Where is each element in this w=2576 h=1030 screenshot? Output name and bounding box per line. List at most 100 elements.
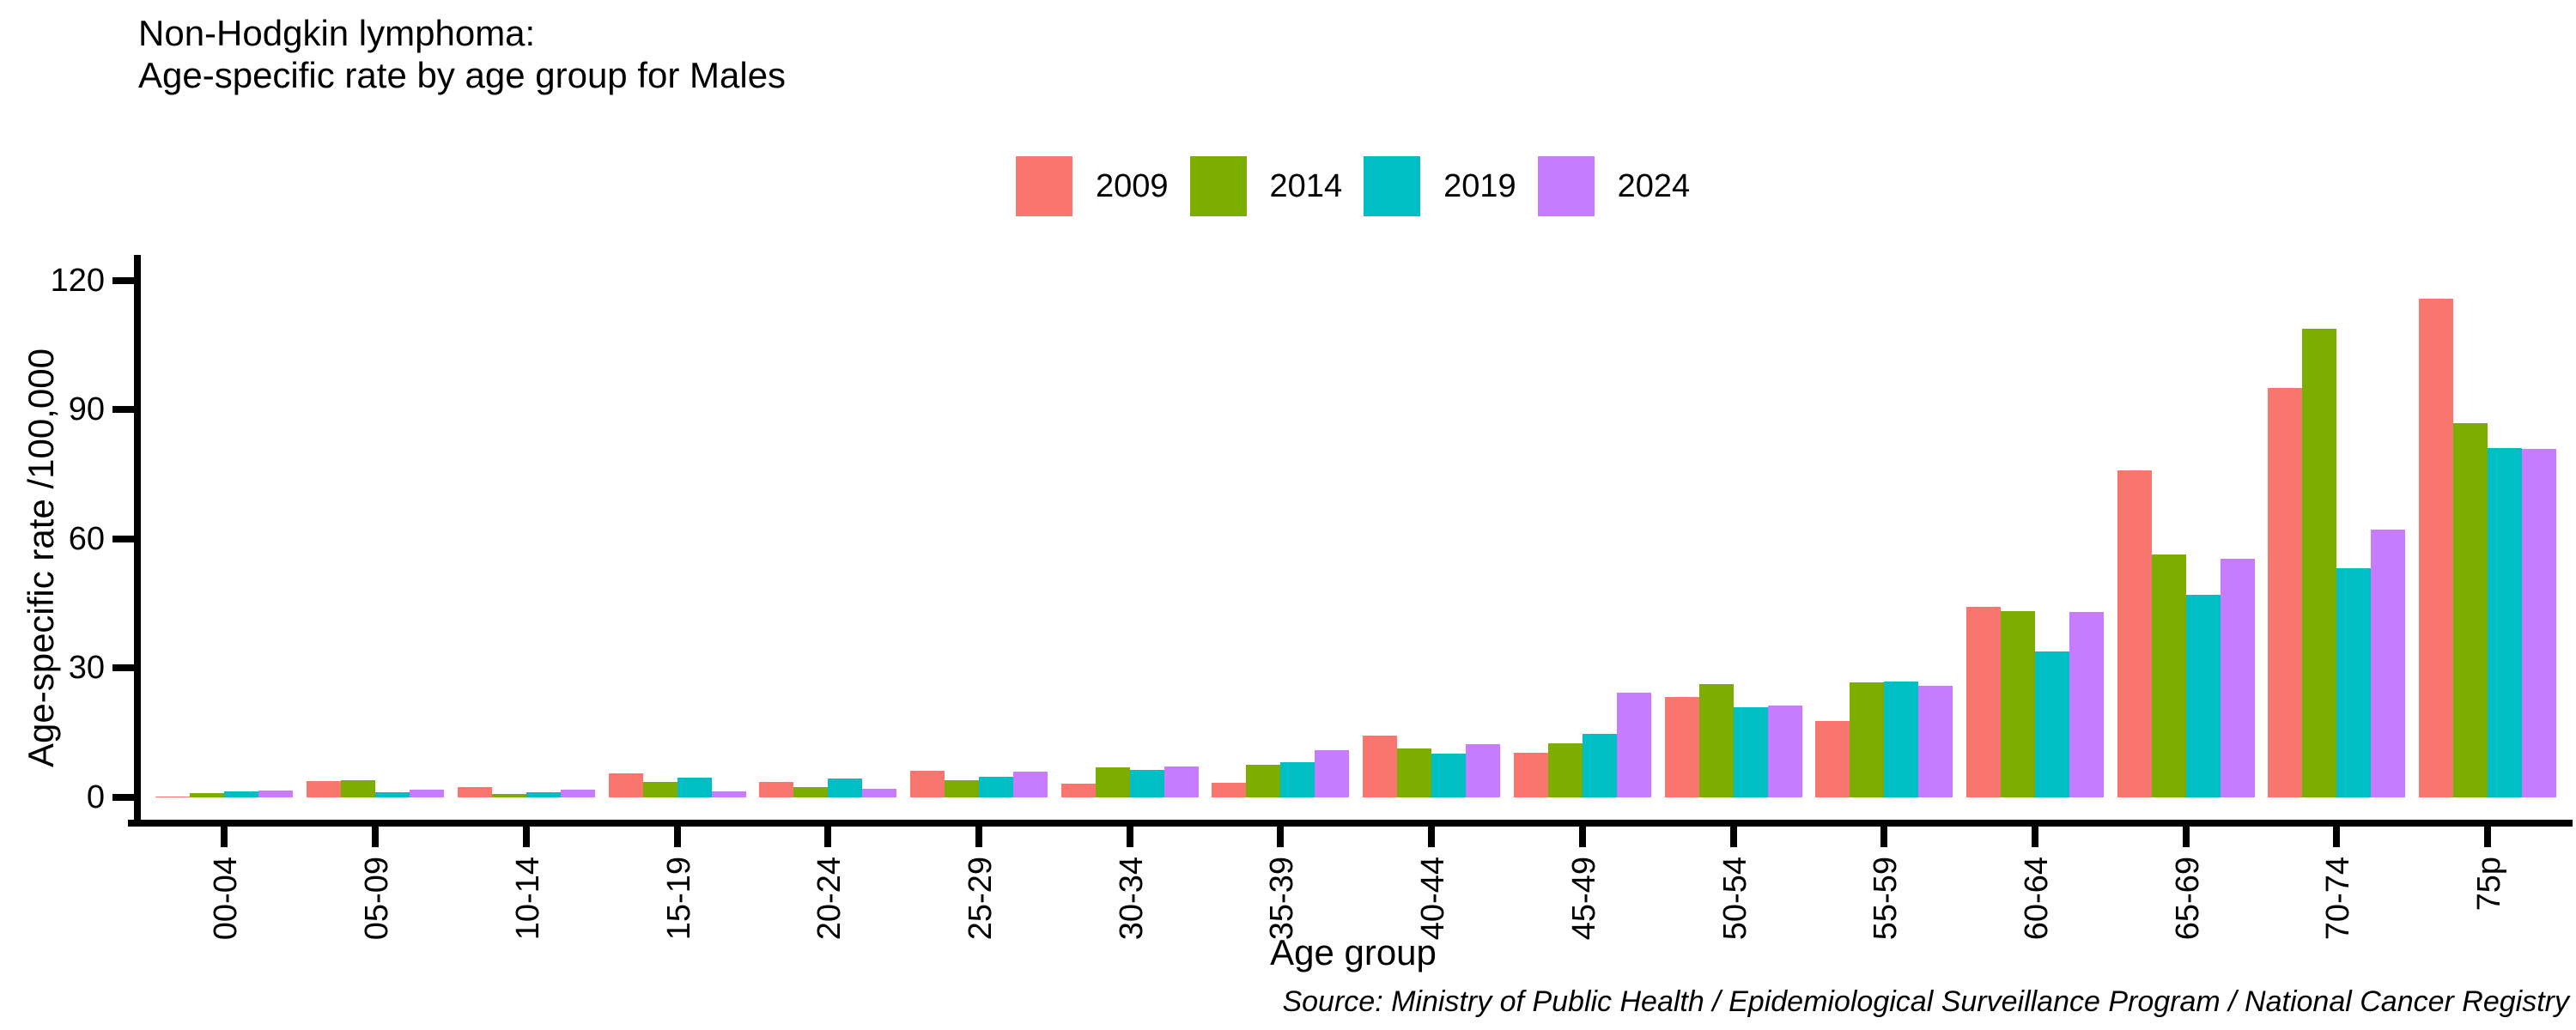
bar-2014-60-64 [2000, 610, 2035, 797]
x-tick-mark-35-39 [1277, 825, 1285, 847]
x-axis-title: Age group [1270, 932, 1437, 972]
x-tick-mark-40-44 [1428, 825, 1436, 847]
bar-2024-75p [2522, 448, 2557, 797]
bar-2019-10-14 [526, 791, 561, 797]
bar-2014-10-14 [491, 794, 526, 797]
x-tick-label-55-59: 55-59 [1868, 857, 1905, 941]
bar-2014-50-54 [1698, 683, 1734, 797]
bar-2009-05-09 [307, 780, 342, 797]
x-tick-mark-10-14 [522, 825, 530, 847]
bar-2014-70-74 [2302, 329, 2337, 797]
x-tick-mark-60-64 [2031, 825, 2038, 847]
bar-2014-75p [2453, 422, 2488, 797]
legend-swatch-2024 [1537, 156, 1595, 216]
y-tick-label-30: 30 [68, 650, 105, 687]
x-tick-label-00-04: 00-04 [208, 857, 245, 941]
chart-title-line-2: Age-specific rate by age group for Males [138, 55, 787, 95]
bar-2009-75p [2419, 299, 2454, 797]
x-tick-mark-00-04 [221, 825, 228, 847]
y-tick-label-120: 120 [50, 262, 105, 299]
bar-2019-40-44 [1431, 753, 1467, 797]
x-tick-label-35-39: 35-39 [1264, 857, 1301, 941]
x-tick-label-50-54: 50-54 [1716, 857, 1753, 941]
bar-2024-70-74 [2371, 529, 2406, 797]
bar-2024-25-29 [1012, 772, 1048, 797]
bar-2009-65-69 [2117, 470, 2152, 797]
x-tick-label-05-09: 05-09 [359, 857, 396, 941]
bar-2014-20-24 [793, 787, 829, 797]
bar-2014-15-19 [642, 782, 677, 797]
legend-item-2024: 2024 [1537, 156, 1691, 216]
legend-swatch-2009 [1016, 156, 1072, 216]
bar-2014-35-39 [1246, 765, 1281, 797]
bar-2009-40-44 [1363, 735, 1398, 797]
x-tick-mark-25-29 [975, 825, 982, 847]
x-tick-label-75p: 75p [2471, 857, 2508, 912]
bar-2014-25-29 [944, 779, 979, 797]
x-tick-mark-45-49 [1578, 825, 1586, 847]
legend-item-2009: 2009 [1016, 156, 1169, 216]
bar-2014-00-04 [190, 793, 225, 797]
chart-title-line-1: Non-Hodgkin lymphoma: [138, 13, 536, 53]
y-tick-label-60: 60 [68, 520, 105, 557]
bar-2009-35-39 [1212, 782, 1247, 797]
legend-swatch-2014 [1189, 156, 1247, 216]
bar-2019-25-29 [978, 776, 1013, 797]
bar-2024-00-04 [258, 791, 294, 797]
legend-swatch-2019 [1364, 156, 1421, 216]
bar-2024-65-69 [2220, 558, 2255, 797]
bar-2019-00-04 [224, 791, 259, 797]
x-tick-mark-20-24 [824, 825, 832, 847]
x-tick-mark-75p [2484, 825, 2492, 847]
legend-item-2014: 2014 [1189, 156, 1343, 216]
y-axis-line [134, 255, 141, 827]
bar-2024-10-14 [560, 789, 595, 797]
bar-2014-65-69 [2151, 554, 2186, 797]
legend-item-2019: 2019 [1364, 156, 1516, 216]
bar-2014-30-34 [1095, 766, 1130, 797]
x-tick-label-30-34: 30-34 [1113, 857, 1150, 941]
bar-2024-15-19 [711, 791, 746, 797]
bar-2019-05-09 [375, 791, 410, 797]
bar-2019-75p [2488, 447, 2523, 797]
bar-2009-20-24 [759, 781, 794, 797]
y-tick-mark-90 [112, 406, 135, 414]
bar-2019-35-39 [1280, 761, 1315, 797]
bar-2019-65-69 [2185, 595, 2221, 797]
bar-2009-70-74 [2268, 388, 2303, 797]
source-note: Source: Ministry of Public Health / Epid… [1282, 985, 2569, 1018]
bar-2019-55-59 [1884, 681, 1919, 797]
x-tick-mark-70-74 [2333, 825, 2341, 847]
y-tick-mark-60 [112, 535, 135, 542]
bar-2019-70-74 [2336, 568, 2372, 797]
bar-2024-05-09 [410, 789, 445, 797]
y-tick-mark-0 [112, 794, 135, 801]
bar-2024-45-49 [1616, 693, 1651, 797]
bar-2019-60-64 [2034, 651, 2069, 797]
bar-2024-50-54 [1767, 706, 1802, 797]
bar-2009-60-64 [1965, 606, 2001, 797]
bar-2009-45-49 [1513, 753, 1548, 797]
x-tick-label-45-49: 45-49 [1565, 857, 1602, 941]
x-tick-label-25-29: 25-29 [962, 857, 999, 941]
bar-2024-20-24 [862, 789, 897, 797]
y-tick-mark-30 [112, 664, 135, 672]
x-tick-label-65-69: 65-69 [2169, 857, 2206, 941]
x-tick-label-40-44: 40-44 [1415, 857, 1452, 941]
y-tick-label-90: 90 [68, 391, 105, 428]
x-tick-mark-15-19 [673, 825, 681, 847]
bar-2019-45-49 [1582, 734, 1617, 797]
bar-2014-40-44 [1397, 748, 1432, 797]
legend-label-2024: 2024 [1617, 167, 1691, 204]
bar-2014-55-59 [1850, 682, 1885, 797]
legend-label-2009: 2009 [1096, 167, 1169, 204]
bar-2009-25-29 [909, 771, 945, 797]
legend-label-2014: 2014 [1269, 167, 1343, 204]
x-tick-mark-55-59 [1880, 825, 1888, 847]
x-tick-label-15-19: 15-19 [660, 857, 697, 941]
bar-2009-10-14 [457, 786, 492, 797]
bar-2024-55-59 [1918, 685, 1953, 797]
bar-2024-30-34 [1163, 766, 1199, 797]
bar-2009-15-19 [608, 773, 643, 797]
